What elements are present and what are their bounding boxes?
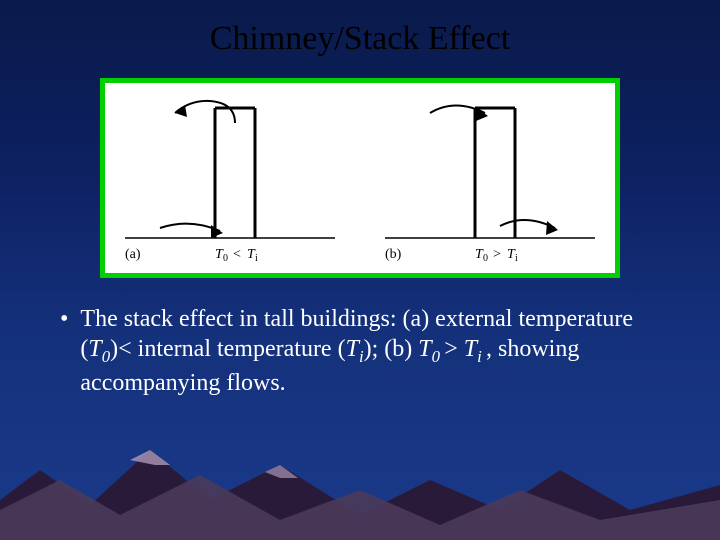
- label-a: (a): [125, 247, 141, 262]
- bullet-marker: •: [60, 304, 80, 398]
- slide-title: Chimney/Stack Effect: [0, 0, 720, 58]
- caption-text: The stack effect in tall buildings: (a) …: [80, 304, 660, 398]
- figure-container: (a) T 0 < T i (b) T 0 >: [100, 78, 620, 278]
- svg-text:i: i: [515, 253, 518, 264]
- svg-text:0: 0: [483, 253, 488, 264]
- svg-text:0: 0: [223, 253, 228, 264]
- svg-text:>: >: [493, 247, 501, 262]
- svg-text:i: i: [255, 253, 258, 264]
- bullet-caption: • The stack effect in tall buildings: (a…: [0, 278, 720, 398]
- stack-effect-diagram: (a) T 0 < T i (b) T 0 >: [105, 83, 615, 273]
- svg-text:<: <: [233, 247, 241, 262]
- mountain-decoration: [0, 410, 720, 540]
- diagram-b: (b) T 0 > T i: [385, 106, 595, 265]
- label-b: (b): [385, 247, 402, 262]
- diagram-a: (a) T 0 < T i: [125, 101, 335, 264]
